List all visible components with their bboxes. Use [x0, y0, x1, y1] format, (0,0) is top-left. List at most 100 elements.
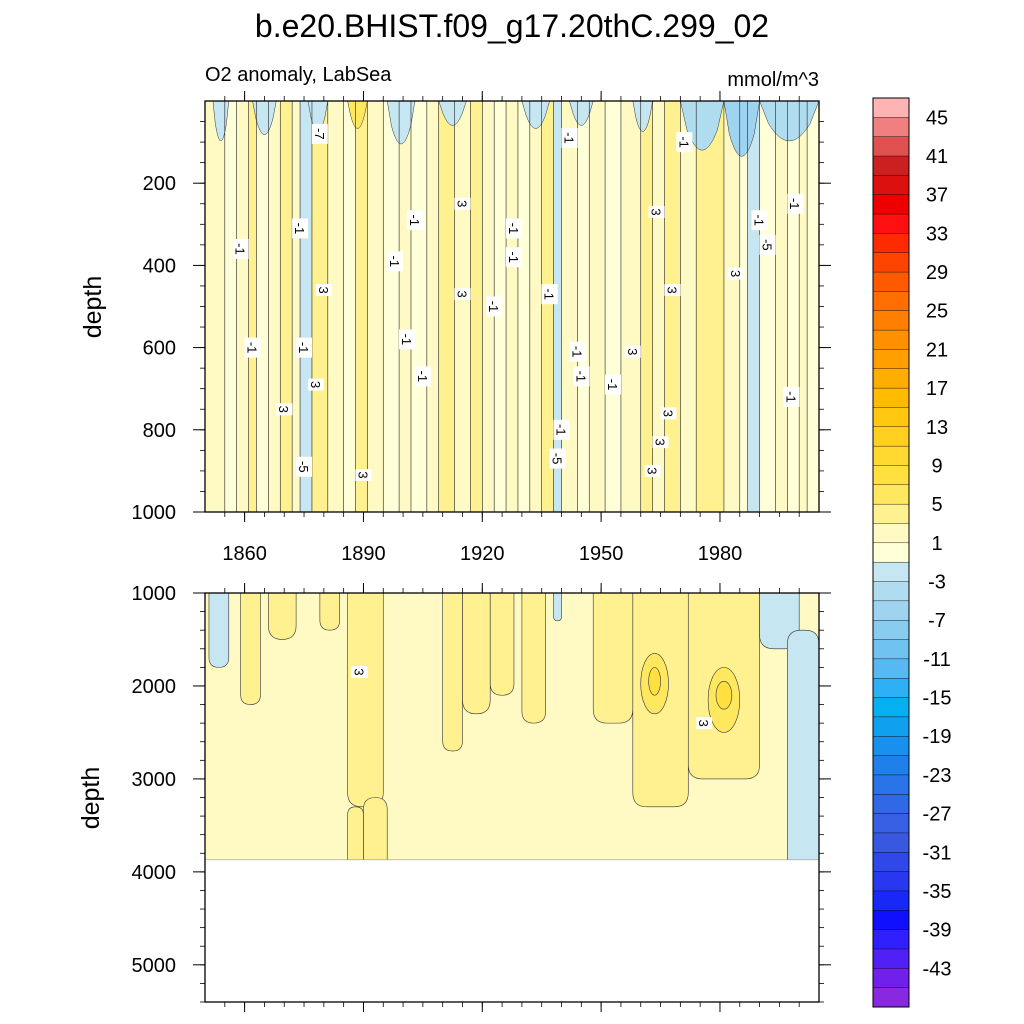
- upper-band-15: [399, 101, 412, 512]
- svg-text:-1: -1: [554, 424, 569, 436]
- svg-text:-1: -1: [569, 346, 584, 358]
- colorbar-box-46: [872, 987, 910, 1008]
- upper-contour-label-24: -5: [549, 448, 566, 469]
- upper-band-10: [327, 101, 345, 512]
- upper-surface-patch-10: [723, 101, 760, 157]
- colorbar-label--3: -3: [928, 572, 946, 594]
- colorbar-label-21: 21: [926, 339, 948, 361]
- upper-band-1: [224, 101, 238, 512]
- colorbar-label-25: 25: [926, 301, 948, 323]
- upper-contour-label-12: -1: [399, 329, 416, 350]
- colorbar-box-8: [872, 252, 910, 273]
- upper-contour-label-9: 3: [355, 469, 372, 482]
- upper-contour-label-10: -1: [387, 251, 404, 272]
- upper-contour-label-33: 3: [727, 267, 744, 280]
- colorbar-label--31: -31: [923, 842, 952, 864]
- upper-contour-label-31: 3: [644, 464, 661, 477]
- upper-surface-patch-6: [521, 101, 550, 129]
- upper-band-29: [577, 101, 590, 512]
- svg-text:-5: -5: [760, 239, 775, 251]
- colorbar-label-45: 45: [926, 107, 948, 129]
- lower-panel: 1000 2000 3000 4000 5000 3 3 depth: [77, 583, 831, 1012]
- upper-band-30: [589, 101, 606, 512]
- upper-band-13: [367, 101, 384, 512]
- colorbar-label--39: -39: [923, 920, 952, 942]
- lower-region-13: [592, 593, 634, 724]
- colorbar-box-37: [872, 813, 910, 834]
- colorbar-box-16: [872, 407, 910, 428]
- svg-text:3: 3: [664, 286, 679, 293]
- upper-contour-label-3: 3: [315, 284, 332, 297]
- svg-text:-1: -1: [676, 136, 691, 148]
- svg-text:-1: -1: [783, 391, 798, 403]
- upper-band-19: [454, 101, 471, 512]
- lower-region-18: [648, 667, 661, 696]
- upper-contour-label-0: -7: [311, 123, 328, 144]
- upper-contour-label-6: 3: [307, 378, 324, 391]
- upper-band-39: [739, 101, 749, 512]
- svg-text:3: 3: [276, 406, 291, 413]
- upper-surface-patch-3: [347, 101, 368, 129]
- upper-band-35: [664, 101, 681, 512]
- upper-band-36: [680, 101, 697, 512]
- upper-contour-label-13: -1: [414, 366, 431, 387]
- upper-band-23: [506, 101, 519, 512]
- upper-contour-label-30: 3: [652, 436, 669, 449]
- upper-contour-label-4: -1: [244, 337, 261, 358]
- colorbar-label-41: 41: [926, 146, 948, 168]
- upper-band-5: [268, 101, 281, 512]
- colorbar-box-23: [872, 542, 910, 563]
- colorbar-box-45: [872, 968, 910, 989]
- upper-surface-patch-8: [632, 101, 653, 132]
- lower-region-3: [268, 593, 297, 640]
- upper-band-0: [205, 101, 226, 512]
- upper-band-41: [759, 101, 776, 512]
- colorbar-box-22: [872, 523, 910, 544]
- lower-y-tick-3000: 3000: [132, 769, 177, 791]
- upper-band-42: [775, 101, 788, 512]
- colorbar-box-44: [872, 948, 910, 969]
- svg-text:3: 3: [728, 270, 743, 277]
- upper-y-tick-400: 400: [143, 255, 176, 277]
- upper-band-40: [747, 101, 760, 512]
- colorbar-box-18: [872, 445, 910, 466]
- upper-contour-label-37: -1: [783, 386, 800, 407]
- colorbar-box-28: [872, 639, 910, 660]
- svg-text:-1: -1: [506, 223, 521, 235]
- upper-band-28: [561, 101, 578, 512]
- lower-region-11: [521, 593, 546, 724]
- upper-band-17: [426, 101, 440, 512]
- svg-text:3: 3: [454, 200, 469, 207]
- upper-band-8: [300, 101, 313, 512]
- upper-contour-label-35: -5: [759, 234, 776, 255]
- upper-band-6: [280, 101, 293, 512]
- colorbar-label--11: -11: [923, 649, 950, 671]
- lower-region-5: [347, 593, 384, 808]
- upper-contour-label-26: 3: [624, 345, 641, 358]
- lower-contour-label-1: 3: [696, 717, 713, 730]
- lower-region-7: [363, 797, 388, 861]
- svg-text:-1: -1: [573, 371, 588, 383]
- upper-contour-label-16: -1: [486, 296, 503, 317]
- upper-contour-label-27: 3: [648, 205, 665, 218]
- svg-text:-1: -1: [605, 379, 620, 391]
- upper-surface-patch-7: [569, 101, 594, 126]
- colorbar-box-2: [872, 136, 910, 157]
- upper-band-18: [438, 101, 455, 512]
- colorbar-label--19: -19: [923, 726, 952, 748]
- lower-region-12: [553, 593, 562, 622]
- lower-y-tick-1000: 1000: [132, 583, 177, 605]
- svg-text:-1: -1: [245, 342, 260, 354]
- lower-no-data-area: [205, 859, 819, 1002]
- upper-band-20: [470, 101, 483, 512]
- upper-contour-label-5: -1: [296, 337, 313, 358]
- colorbar-label--23: -23: [923, 765, 952, 787]
- lower-region-21: [787, 629, 819, 861]
- colorbar-box-19: [872, 465, 910, 486]
- lower-y-axis-label: depth: [77, 767, 105, 830]
- svg-text:3: 3: [351, 668, 366, 675]
- lower-y-tick-2000: 2000: [132, 676, 177, 698]
- upper-contour-label-28: 3: [664, 284, 681, 297]
- colorbar-box-29: [872, 658, 910, 679]
- upper-contour-label-23: -1: [553, 419, 570, 440]
